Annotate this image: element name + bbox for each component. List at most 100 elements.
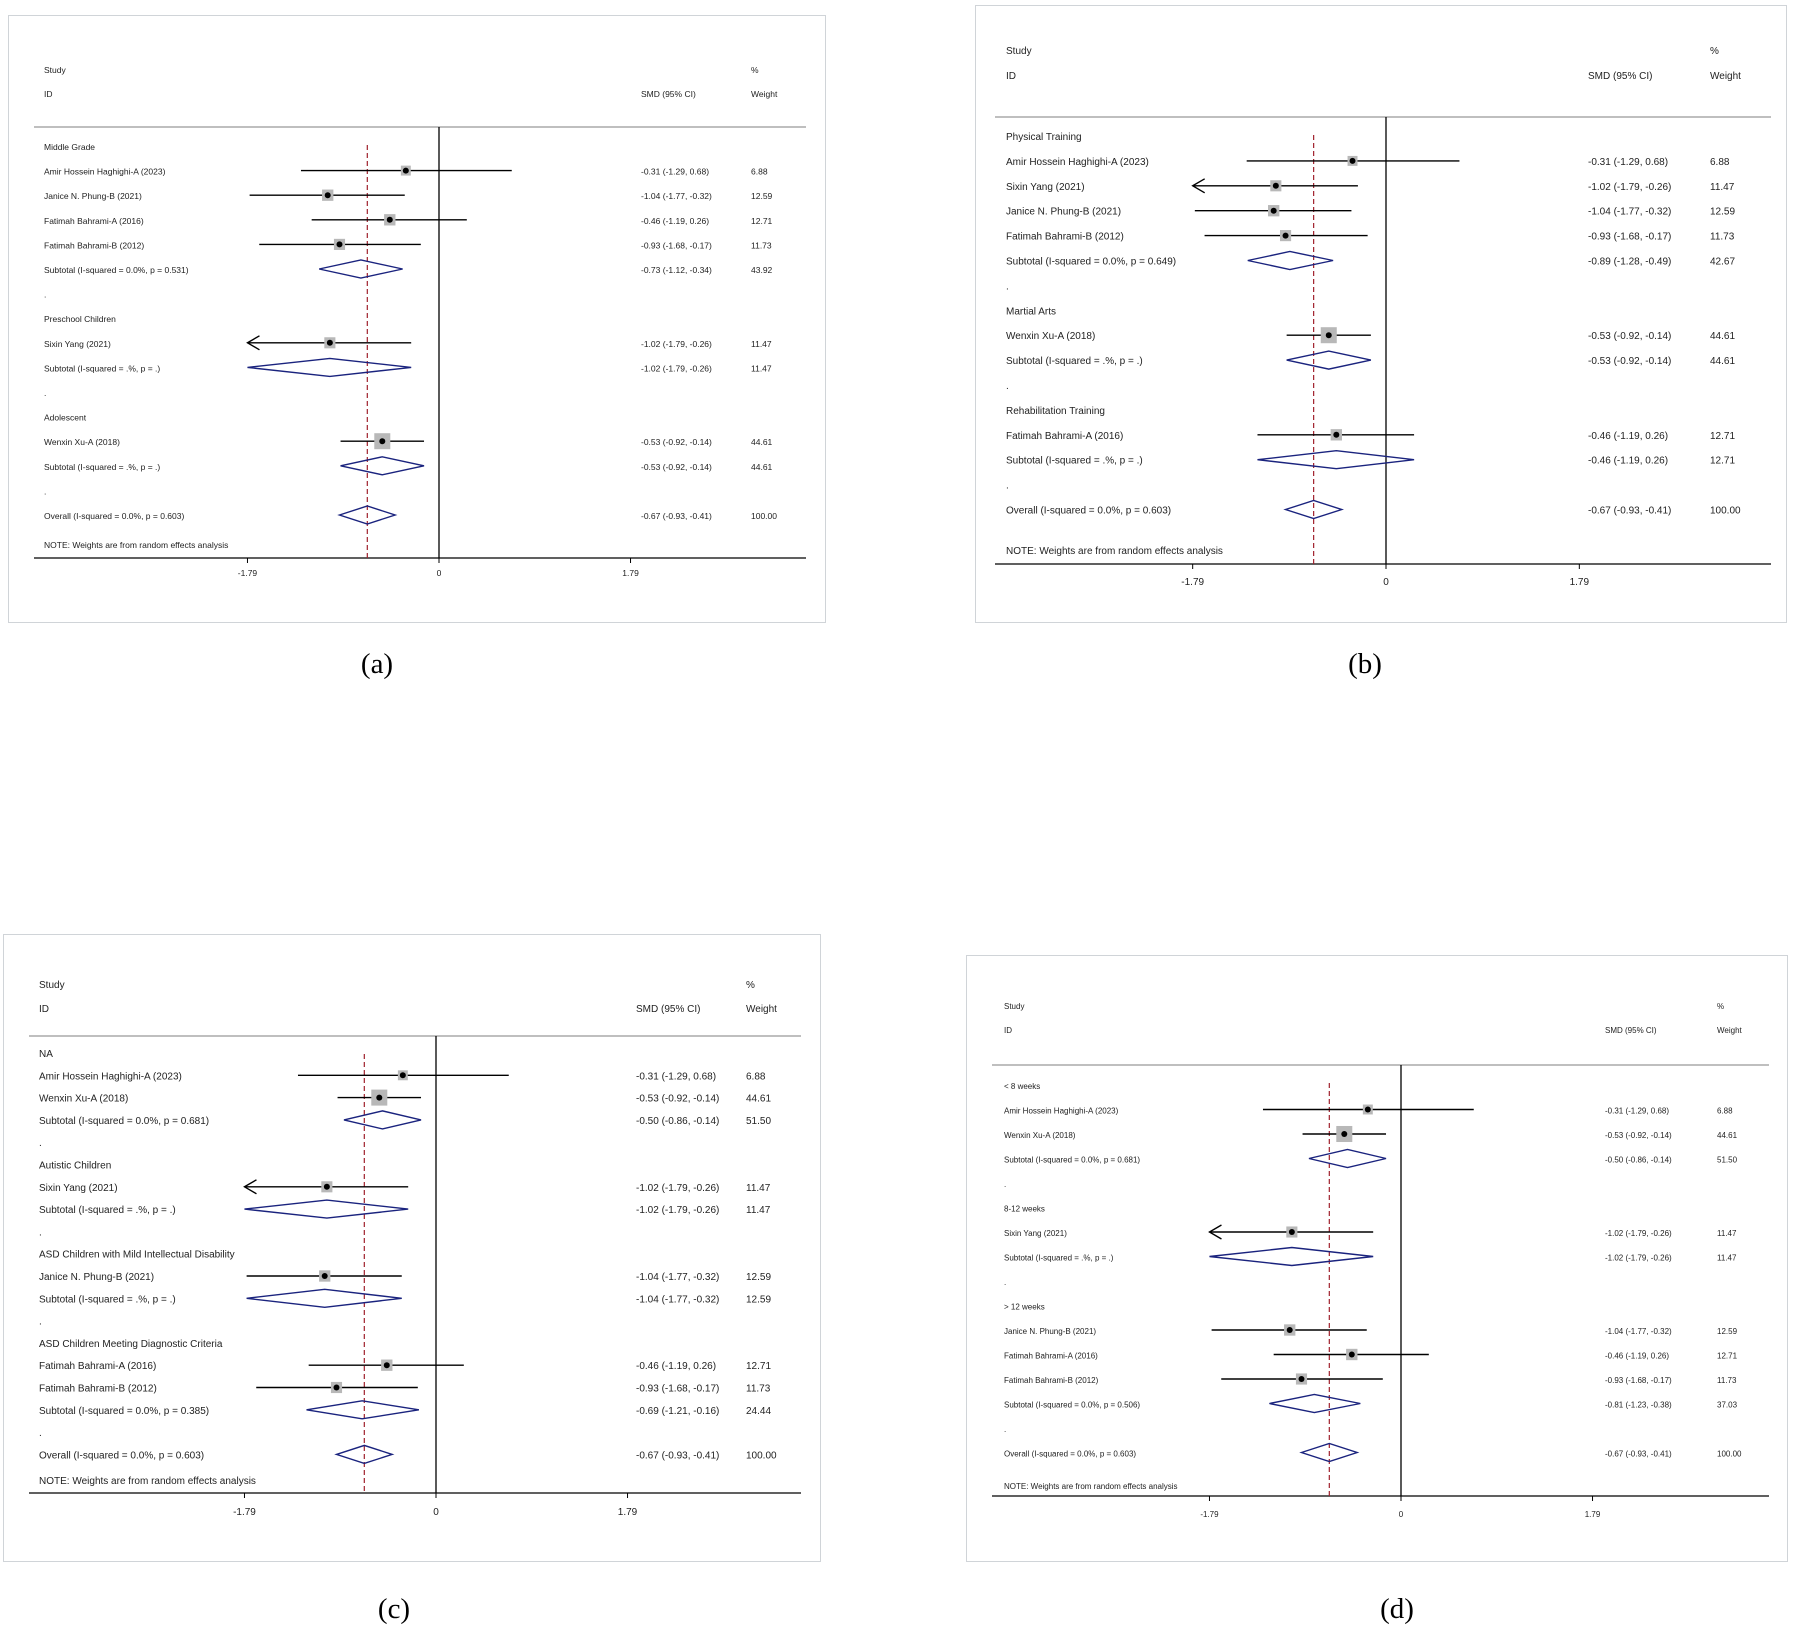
weight-text: 44.61	[746, 1094, 771, 1105]
study-label: Fatimah Bahrami-B (2012)	[1006, 232, 1124, 243]
spacer-dot: .	[1004, 1425, 1006, 1434]
ci-text: -0.93 (-1.68, -0.17)	[636, 1384, 719, 1395]
caption-b: (b)	[1348, 648, 1382, 680]
subtotal-diamond	[247, 357, 412, 378]
ci-text: -0.50 (-0.86, -0.14)	[1605, 1156, 1672, 1165]
point-estimate	[321, 1273, 328, 1279]
ci-text: -0.53 (-0.92, -0.14)	[1605, 1131, 1672, 1140]
header-smd: SMD (95% CI)	[641, 89, 696, 99]
subtotal-diamond	[319, 259, 403, 279]
study-label: Wenxin Xu-A (2018)	[1004, 1131, 1076, 1140]
point-estimate	[379, 438, 386, 445]
point-estimate	[336, 241, 343, 248]
spacer-dot: .	[44, 388, 46, 398]
study-label: Janice N. Phung-B (2021)	[39, 1272, 154, 1283]
header-percent: %	[746, 980, 755, 991]
point-estimate	[1286, 1327, 1293, 1333]
subtotal-diamond	[343, 1110, 422, 1130]
study-label: Sixin Yang (2021)	[44, 339, 111, 349]
subtotal-label: Subtotal (I-squared = .%, p = .)	[39, 1205, 176, 1216]
point-estimate	[1325, 332, 1332, 339]
point-estimate	[1349, 157, 1356, 164]
subtotal-label: Subtotal (I-squared = .%, p = .)	[1004, 1254, 1114, 1263]
overall-diamond	[1283, 499, 1345, 520]
weight-text: 12.59	[746, 1294, 771, 1305]
subtotal-label: Subtotal (I-squared = 0.0%, p = 0.649)	[1006, 257, 1176, 268]
study-label: Janice N. Phung-B (2021)	[1006, 207, 1121, 218]
study-label: Janice N. Phung-B (2021)	[44, 191, 142, 201]
ci-text: -0.93 (-1.68, -0.17)	[1605, 1376, 1672, 1385]
subtotal-diamond	[1269, 1393, 1361, 1414]
header-id: ID	[44, 89, 53, 99]
ci-text: -0.53 (-0.92, -0.14)	[641, 462, 712, 472]
ci-text: -0.93 (-1.68, -0.17)	[641, 240, 712, 250]
study-label: Wenxin Xu-A (2018)	[1006, 331, 1095, 342]
ci-text: -1.04 (-1.77, -0.32)	[636, 1294, 719, 1305]
header-percent: %	[751, 65, 759, 75]
spacer-dot: .	[1006, 481, 1009, 492]
x-tick-label: 1.79	[618, 1507, 638, 1518]
weight-text: 44.61	[1710, 331, 1735, 342]
point-estimate	[1364, 1106, 1371, 1113]
weight-text: 11.47	[1717, 1254, 1737, 1263]
ci-text: -0.31 (-1.29, 0.68)	[1605, 1107, 1669, 1116]
weight-text: 11.73	[746, 1384, 771, 1395]
forest-panel-d: Study ID SMD (95% CI)% Weight -1.79 0 1.79 < 8 …	[966, 955, 1788, 1562]
weight-text: 12.71	[1717, 1352, 1738, 1361]
group-label: ASD Children with Mild Intellectual Disa…	[39, 1250, 235, 1261]
point-estimate	[1298, 1376, 1305, 1382]
study-label: Sixin Yang (2021)	[1004, 1229, 1067, 1238]
weight-text: 42.67	[1710, 257, 1735, 268]
weight-text: 12.71	[751, 216, 773, 226]
study-label: Wenxin Xu-A (2018)	[44, 437, 120, 447]
weight-text: 44.61	[1710, 356, 1735, 367]
group-label: < 8 weeks	[1004, 1082, 1040, 1091]
ci-text: -1.02 (-1.79, -0.26)	[636, 1183, 719, 1194]
group-label: Middle Grade	[44, 142, 95, 152]
ci-text: -0.67 (-0.93, -0.41)	[1605, 1450, 1672, 1459]
overall-label: Overall (I-squared = 0.0%, p = 0.603)	[39, 1450, 204, 1461]
caption-d: (d)	[1380, 1593, 1414, 1625]
header-weight: Weight	[1710, 71, 1741, 82]
subtotal-label: Subtotal (I-squared = .%, p = .)	[1006, 356, 1143, 367]
weight-text: 12.59	[1710, 207, 1735, 218]
weight-text: 100.00	[751, 511, 777, 521]
forest-panel-a: Study ID SMD (95% CI)% Weight -1.79 0 1.79 Midd…	[8, 15, 826, 623]
ci-text: -0.46 (-1.19, 0.26)	[636, 1361, 716, 1372]
point-estimate	[323, 1183, 330, 1190]
ci-text: -1.04 (-1.77, -0.32)	[1588, 207, 1671, 218]
subtotal-label: Subtotal (I-squared = 0.0%, p = 0.506)	[1004, 1401, 1140, 1410]
point-estimate	[326, 339, 333, 346]
ci-text: -0.46 (-1.19, 0.26)	[1588, 456, 1668, 467]
point-estimate	[1270, 207, 1277, 214]
group-label: Physical Training	[1006, 132, 1082, 143]
ci-text: -0.93 (-1.68, -0.17)	[1588, 232, 1671, 243]
point-estimate	[386, 216, 393, 223]
subtotal-diamond	[1247, 250, 1334, 271]
x-tick-label: 0	[437, 568, 442, 578]
weight-text: 12.71	[1710, 431, 1735, 442]
ci-text: -0.69 (-1.21, -0.16)	[636, 1406, 719, 1417]
weight-text: 44.61	[1717, 1131, 1738, 1140]
point-estimate	[1333, 431, 1340, 438]
x-tick-label: 1.79	[622, 568, 639, 578]
ci-text: -0.31 (-1.29, 0.68)	[641, 167, 709, 177]
point-estimate	[1288, 1229, 1295, 1235]
study-label: Fatimah Bahrami-A (2016)	[39, 1361, 156, 1372]
spacer-dot: .	[1004, 1278, 1006, 1287]
weight-text: 11.47	[746, 1183, 771, 1194]
overall-label: Overall (I-squared = 0.0%, p = 0.603)	[1006, 506, 1171, 517]
point-estimate	[383, 1362, 390, 1369]
overall-label: Overall (I-squared = 0.0%, p = 0.603)	[44, 511, 184, 521]
weight-text: 44.61	[751, 437, 773, 447]
subtotal-label: Subtotal (I-squared = .%, p = .)	[44, 462, 160, 472]
study-label: Wenxin Xu-A (2018)	[39, 1094, 128, 1105]
spacer-dot: .	[1006, 281, 1009, 292]
header-id: ID	[1004, 1026, 1012, 1035]
ci-text: -0.53 (-0.92, -0.14)	[1588, 356, 1671, 367]
group-label: Autistic Children	[39, 1161, 111, 1172]
x-tick-label: 0	[1399, 1510, 1404, 1519]
footnote: NOTE: Weights are from random effects an…	[44, 540, 228, 550]
header-weight: Weight	[746, 1004, 777, 1015]
point-estimate	[1282, 232, 1289, 239]
